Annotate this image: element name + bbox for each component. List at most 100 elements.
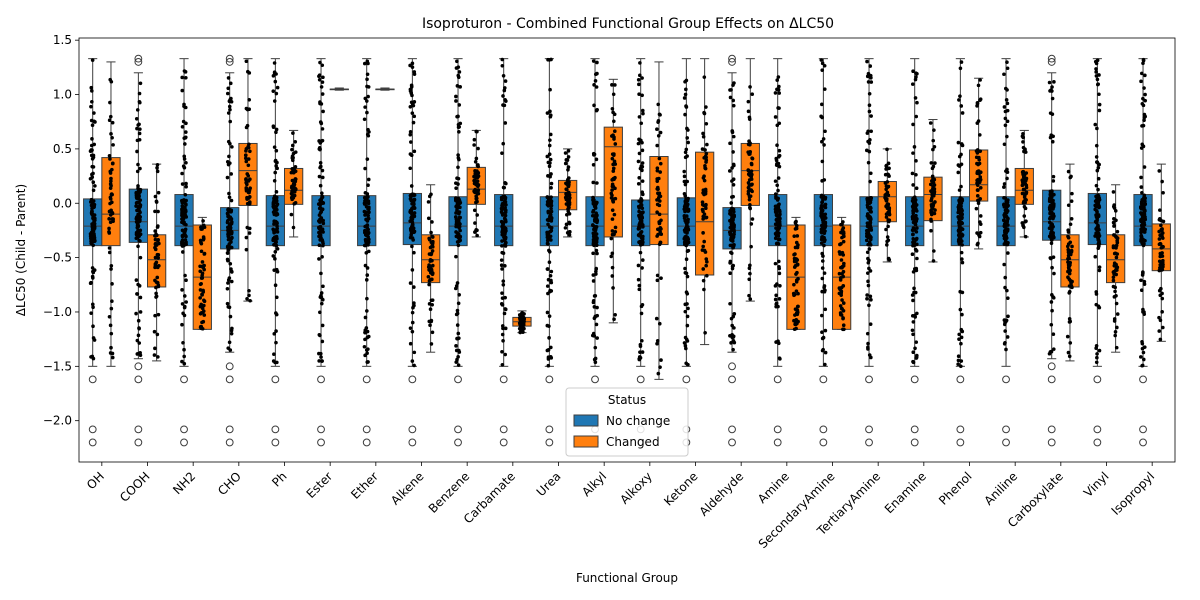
strip-point <box>200 264 205 268</box>
strip-point <box>318 120 323 124</box>
strip-point <box>655 179 660 183</box>
strip-point <box>820 159 825 164</box>
strip-point <box>1022 214 1027 218</box>
strip-point <box>88 234 93 238</box>
strip-point <box>1047 197 1052 202</box>
strip-point <box>957 98 961 102</box>
strip-point <box>182 104 186 109</box>
strip-point <box>137 326 141 330</box>
strip-point <box>685 179 690 184</box>
outlier-point <box>499 438 508 447</box>
strip-point <box>366 61 370 66</box>
strip-point <box>566 165 571 169</box>
strip-point <box>959 162 964 167</box>
strip-point <box>455 281 460 285</box>
strip-point <box>454 211 458 215</box>
strip-point <box>520 310 525 315</box>
strip-point <box>960 111 965 115</box>
strip-point <box>867 149 872 154</box>
strip-point <box>594 232 599 236</box>
strip-point <box>593 235 597 240</box>
strip-point <box>93 239 97 243</box>
strip-point <box>1003 109 1008 114</box>
strip-point <box>366 360 370 364</box>
strip-point <box>317 243 322 248</box>
strip-point <box>595 336 599 340</box>
strip-point <box>1159 223 1163 228</box>
strip-point <box>366 183 370 188</box>
strip-point <box>180 288 184 292</box>
strip-point <box>503 121 508 125</box>
strip-point <box>865 250 870 255</box>
strip-point <box>1096 165 1101 170</box>
strip-point <box>500 267 504 271</box>
strip-point <box>91 305 95 309</box>
legend-swatch <box>573 435 599 448</box>
strip-point <box>136 123 140 127</box>
outlier-point <box>225 362 234 371</box>
strip-point <box>730 335 735 340</box>
strip-point <box>318 205 323 210</box>
strip-point <box>819 58 824 62</box>
strip-point <box>317 77 322 82</box>
strip-point <box>1067 354 1072 359</box>
outlier-point <box>728 58 736 66</box>
strip-point <box>610 274 615 278</box>
strip-point <box>729 221 734 225</box>
strip-point <box>427 268 431 272</box>
strip-point <box>475 163 480 168</box>
strip-point <box>910 314 915 318</box>
strip-point <box>728 141 732 146</box>
strip-point <box>775 183 780 188</box>
strip-point <box>659 358 663 362</box>
strip-point <box>704 257 709 261</box>
strip-point <box>184 160 188 165</box>
strip-point <box>1006 314 1010 319</box>
strip-point <box>701 278 706 283</box>
strip-point <box>546 355 551 360</box>
strip-point <box>409 153 414 158</box>
strip-point <box>1113 268 1118 273</box>
strip-point <box>545 238 550 243</box>
strip-point <box>410 61 415 66</box>
strip-point <box>363 237 368 242</box>
strip-point <box>773 115 778 119</box>
strip-point <box>293 187 298 191</box>
strip-point <box>1002 196 1006 200</box>
strip-point <box>865 297 869 301</box>
strip-point <box>865 331 870 336</box>
strip-point <box>592 357 597 362</box>
strip-point <box>1022 225 1026 230</box>
strip-point <box>455 308 460 313</box>
strip-point <box>455 234 460 239</box>
outlier-point <box>454 438 462 447</box>
strip-point <box>138 166 142 171</box>
strip-point <box>1003 329 1007 333</box>
strip-point <box>1051 216 1055 221</box>
strip-point <box>611 133 615 137</box>
strip-point <box>500 207 504 212</box>
strip-point <box>685 274 690 279</box>
strip-point <box>685 291 690 296</box>
strip-point <box>776 339 780 343</box>
strip-point <box>243 153 248 157</box>
strip-point <box>152 329 157 334</box>
strip-point <box>408 210 412 214</box>
strip-point <box>819 230 824 234</box>
strip-point <box>1024 178 1028 183</box>
strip-point <box>227 340 232 345</box>
strip-point <box>704 105 708 109</box>
strip-point <box>613 142 618 146</box>
strip-point <box>728 259 733 264</box>
strip-point <box>364 278 369 282</box>
strip-point <box>566 167 570 172</box>
strip-point <box>317 234 321 239</box>
strip-point <box>274 127 279 132</box>
strip-point <box>1094 61 1099 66</box>
strip-point <box>774 213 779 218</box>
strip-point <box>655 202 660 207</box>
strip-point <box>911 232 915 237</box>
strip-point <box>594 248 599 253</box>
strip-point <box>109 263 114 268</box>
strip-point <box>317 230 321 235</box>
